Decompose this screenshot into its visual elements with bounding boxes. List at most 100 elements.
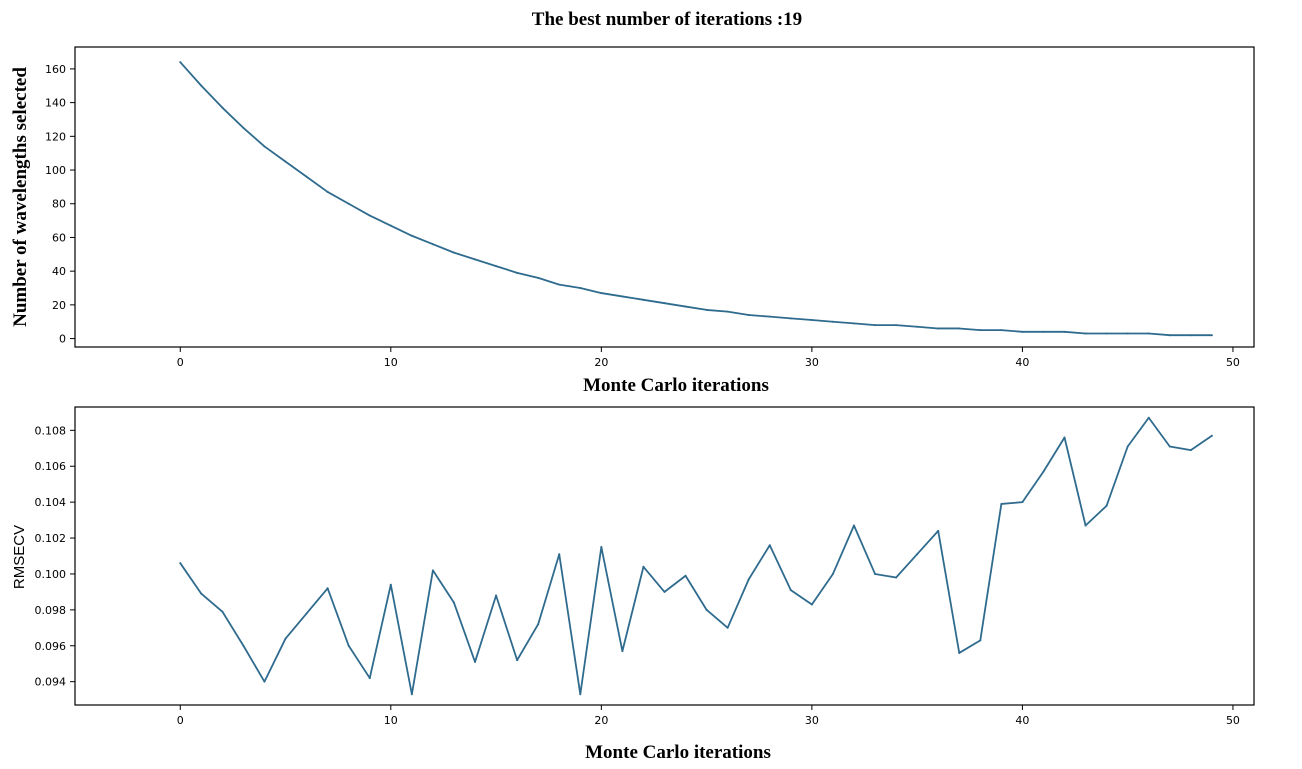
data-point bbox=[768, 544, 771, 547]
y-axis-ticks: 0 20 40 60 80 100 120 140 160 bbox=[45, 63, 75, 346]
data-point bbox=[852, 524, 855, 527]
data-point bbox=[474, 660, 477, 663]
data-point bbox=[579, 287, 582, 290]
x-tick-label: 30 bbox=[805, 356, 819, 369]
x-axis-label: Monte Carlo iterations bbox=[583, 375, 769, 396]
wavelengths-chart: 0 10 20 30 40 50 0 20 40 60 80 100 120 140 160 Monte … bbox=[10, 46, 1255, 396]
data-point bbox=[1105, 504, 1108, 507]
data-point bbox=[979, 329, 982, 332]
x-tick-label: 20 bbox=[594, 714, 608, 727]
data-point bbox=[1063, 330, 1066, 333]
data-point bbox=[1126, 445, 1129, 448]
data-point bbox=[621, 650, 624, 653]
data-point bbox=[389, 583, 392, 586]
data-point bbox=[452, 601, 455, 604]
y-tick-label: 140 bbox=[45, 97, 66, 110]
y-tick-label: 0.098 bbox=[35, 604, 67, 617]
data-point bbox=[495, 594, 498, 597]
data-point bbox=[263, 680, 266, 683]
data-point bbox=[684, 574, 687, 577]
data-point bbox=[1084, 524, 1087, 527]
data-point bbox=[1147, 332, 1150, 335]
data-point bbox=[663, 590, 666, 593]
data-point bbox=[1021, 501, 1024, 504]
data-point bbox=[1168, 334, 1171, 337]
data-point bbox=[621, 295, 624, 298]
data-point bbox=[410, 234, 413, 237]
data-point bbox=[705, 608, 708, 611]
data-point bbox=[979, 639, 982, 642]
data-point bbox=[1126, 332, 1129, 335]
wavelengths-series-line bbox=[179, 61, 1212, 337]
y-tick-label: 0.096 bbox=[35, 640, 67, 653]
data-point bbox=[810, 319, 813, 322]
y-tick-label: 20 bbox=[52, 299, 66, 312]
data-point bbox=[495, 265, 498, 268]
data-point bbox=[1084, 332, 1087, 335]
data-point bbox=[1189, 334, 1192, 337]
x-axis-ticks: 0 10 20 30 40 50 bbox=[177, 705, 1240, 727]
data-point bbox=[516, 271, 519, 274]
data-point bbox=[810, 603, 813, 606]
data-point bbox=[874, 572, 877, 575]
data-point bbox=[1147, 416, 1150, 419]
data-point bbox=[874, 324, 877, 327]
data-point bbox=[305, 612, 308, 615]
data-point bbox=[937, 327, 940, 330]
plot-frame bbox=[74, 46, 1255, 348]
data-point bbox=[221, 610, 224, 613]
data-point bbox=[326, 587, 329, 590]
rmsecv-chart: 0 10 20 30 40 50 0.094 0.096 0.098 0.100 0.102 0.1… bbox=[11, 406, 1255, 763]
x-axis-ticks: 0 10 20 30 40 50 bbox=[177, 347, 1240, 369]
data-point bbox=[389, 224, 392, 227]
x-tick-label: 20 bbox=[594, 356, 608, 369]
data-point bbox=[895, 324, 898, 327]
data-point bbox=[1042, 470, 1045, 473]
data-point bbox=[284, 160, 287, 163]
data-point bbox=[410, 693, 413, 696]
data-point bbox=[831, 572, 834, 575]
y-tick-label: 160 bbox=[45, 63, 66, 76]
y-tick-label: 0.104 bbox=[35, 496, 67, 509]
data-point bbox=[537, 276, 540, 279]
data-point bbox=[1042, 330, 1045, 333]
data-point bbox=[789, 589, 792, 592]
y-tick-label: 40 bbox=[52, 265, 66, 278]
rmsecv-series-points bbox=[179, 416, 1213, 696]
data-point bbox=[852, 322, 855, 325]
y-tick-label: 0.106 bbox=[35, 460, 67, 473]
data-point bbox=[1210, 434, 1213, 437]
data-point bbox=[179, 61, 182, 64]
data-point bbox=[916, 553, 919, 556]
data-point bbox=[958, 327, 961, 330]
x-tick-label: 50 bbox=[1226, 356, 1240, 369]
y-tick-label: 0.100 bbox=[35, 568, 67, 581]
data-point bbox=[600, 546, 603, 549]
data-point bbox=[1000, 329, 1003, 332]
data-point bbox=[347, 202, 350, 205]
data-point bbox=[431, 243, 434, 246]
data-point bbox=[642, 565, 645, 568]
data-point bbox=[431, 569, 434, 572]
data-point bbox=[179, 562, 182, 565]
y-tick-label: 80 bbox=[52, 198, 66, 211]
data-point bbox=[1105, 332, 1108, 335]
x-tick-label: 30 bbox=[805, 714, 819, 727]
data-point bbox=[831, 320, 834, 323]
y-axis-ticks: 0.094 0.096 0.098 0.100 0.102 0.104 0.106 0.108 bbox=[35, 424, 75, 689]
data-point bbox=[726, 310, 729, 313]
data-point bbox=[516, 659, 519, 662]
y-tick-label: 0.102 bbox=[35, 532, 67, 545]
data-point bbox=[747, 578, 750, 581]
data-point bbox=[368, 677, 371, 680]
data-point bbox=[726, 626, 729, 629]
data-point bbox=[326, 190, 329, 193]
y-axis-label: Number of wavelengths selected bbox=[10, 67, 31, 327]
y-tick-label: 0.108 bbox=[35, 424, 67, 437]
data-point bbox=[579, 693, 582, 696]
data-point bbox=[284, 637, 287, 640]
rmsecv-series-line bbox=[179, 416, 1213, 696]
data-point bbox=[1189, 449, 1192, 452]
data-point bbox=[1063, 436, 1066, 439]
